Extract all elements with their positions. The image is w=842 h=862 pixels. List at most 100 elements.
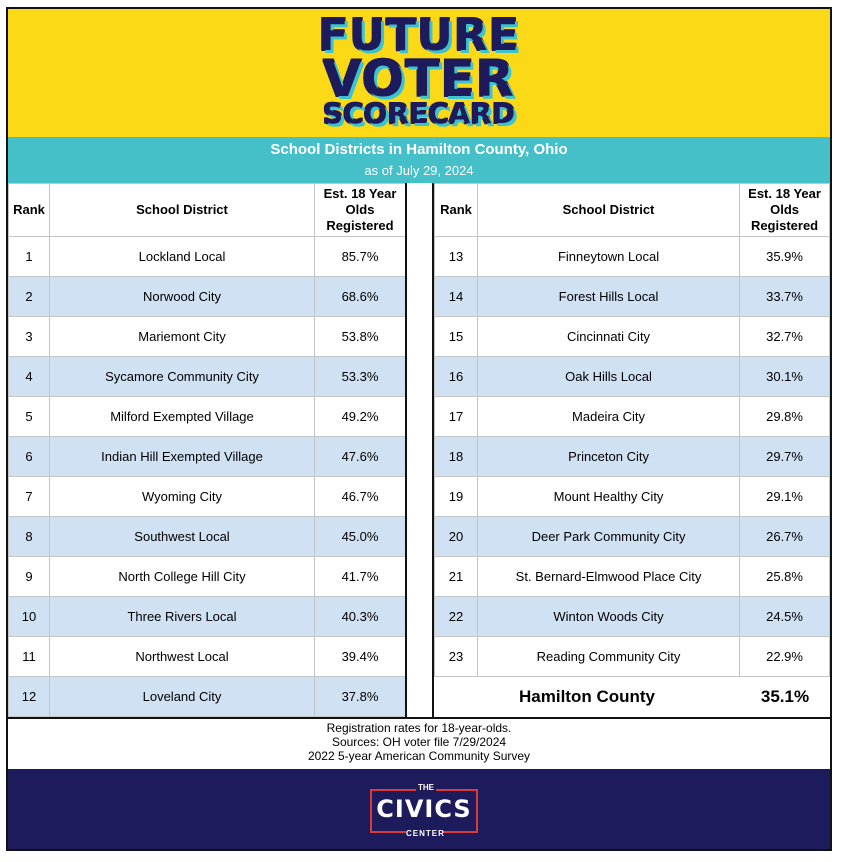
rank-cell: 16 — [434, 356, 478, 397]
civics-center-logo: THE CIVICS CENTER — [370, 783, 478, 838]
table-row: 5 Milford Exempted Village 49.2% — [8, 396, 406, 437]
scorecard: FUTURE VOTER SCORECARD School Districts … — [6, 7, 832, 851]
rate-cell: 30.1% — [739, 356, 830, 397]
table-row: 13 Finneytown Local 35.9% — [434, 236, 830, 277]
logo-the: THE — [416, 783, 436, 792]
table-row: 18 Princeton City 29.7% — [434, 436, 830, 477]
rank-cell: 20 — [434, 516, 478, 557]
left-table: Rank School District Est. 18 Year Olds R… — [8, 183, 406, 717]
district-cell: Wyoming City — [49, 476, 315, 517]
rank-cell: 9 — [8, 556, 50, 597]
right-table-body: 13 Finneytown Local 35.9% 14 Forest Hills Lo… — [434, 236, 830, 677]
district-cell: Cincinnati City — [476, 316, 741, 357]
table-row: 14 Forest Hills Local 33.7% — [434, 276, 830, 317]
table-row: 3 Mariemont City 53.8% — [8, 316, 406, 357]
left-header-row: Rank School District Est. 18 Year Olds R… — [8, 183, 406, 237]
rate-cell: 39.4% — [314, 636, 406, 677]
rate-cell: 33.7% — [739, 276, 830, 317]
district-cell: Winton Woods City — [476, 596, 741, 637]
district-cell: Indian Hill Exempted Village — [49, 436, 315, 477]
district-cell: Finneytown Local — [476, 236, 741, 277]
rate-cell: 85.7% — [314, 236, 406, 277]
rank-cell: 10 — [8, 596, 50, 637]
rank-cell: 11 — [8, 636, 50, 677]
rate-cell: 29.8% — [739, 396, 830, 437]
logo-center: CENTER — [406, 829, 445, 838]
table-row: 17 Madeira City 29.8% — [434, 396, 830, 437]
rank-cell: 7 — [8, 476, 50, 517]
subtitle: School Districts in Hamilton County, Ohi… — [270, 141, 568, 158]
rank-cell: 19 — [434, 476, 478, 517]
rank-cell: 18 — [434, 436, 478, 477]
table-row: 1 Lockland Local 85.7% — [8, 236, 406, 277]
rank-cell: 12 — [8, 676, 50, 717]
rate-cell: 53.3% — [314, 356, 406, 397]
rate-cell: 45.0% — [314, 516, 406, 557]
table-divider — [405, 183, 434, 717]
table-row: 8 Southwest Local 45.0% — [8, 516, 406, 557]
right-header-row: Rank School District Est. 18 Year Olds R… — [434, 183, 830, 237]
district-cell: Reading Community City — [476, 636, 741, 677]
title-banner: FUTURE VOTER SCORECARD — [8, 9, 830, 137]
rank-cell: 23 — [434, 636, 478, 677]
rate-cell: 53.8% — [314, 316, 406, 357]
district-cell: Southwest Local — [49, 516, 315, 557]
district-cell: Three Rivers Local — [49, 596, 315, 637]
rate-cell: 35.9% — [739, 236, 830, 277]
pct-header: Est. 18 Year Olds Registered — [314, 183, 406, 237]
rank-cell: 6 — [8, 436, 50, 477]
district-cell: Forest Hills Local — [476, 276, 741, 317]
right-table: Rank School District Est. 18 Year Olds R… — [434, 183, 830, 677]
note-line-2: Sources: OH voter file 7/29/2024 — [331, 735, 507, 749]
rank-cell: 3 — [8, 316, 50, 357]
rate-cell: 26.7% — [739, 516, 830, 557]
rate-cell: 22.9% — [739, 636, 830, 677]
rank-cell: 14 — [434, 276, 478, 317]
table-row: 10 Three Rivers Local 40.3% — [8, 596, 406, 637]
rank-cell: 1 — [8, 236, 50, 277]
table-row: 9 North College Hill City 41.7% — [8, 556, 406, 597]
district-cell: Lockland Local — [49, 236, 315, 277]
district-cell: Norwood City — [49, 276, 315, 317]
district-cell: Sycamore Community City — [49, 356, 315, 397]
footer: THE CIVICS CENTER — [8, 769, 830, 849]
rank-header: Rank — [8, 183, 50, 237]
rate-cell: 47.6% — [314, 436, 406, 477]
rate-cell: 29.1% — [739, 476, 830, 517]
district-cell: Northwest Local — [49, 636, 315, 677]
district-cell: Madeira City — [476, 396, 741, 437]
logo-civics: CIVICS — [376, 795, 472, 823]
notes: Registration rates for 18-year-olds. Sou… — [8, 717, 830, 769]
table-row: 7 Wyoming City 46.7% — [8, 476, 406, 517]
district-cell: Oak Hills Local — [476, 356, 741, 397]
district-cell: Mount Healthy City — [476, 476, 741, 517]
county-name: Hamilton County — [519, 687, 655, 706]
left-table-body: 1 Lockland Local 85.7% 2 Norwood City 68.6% 3 M… — [8, 236, 406, 717]
table-row: 4 Sycamore Community City 53.3% — [8, 356, 406, 397]
table-row: 19 Mount Healthy City 29.1% — [434, 476, 830, 517]
rate-cell: 46.7% — [314, 476, 406, 517]
rank-cell: 2 — [8, 276, 50, 317]
rank-cell: 17 — [434, 396, 478, 437]
title-line-3: SCORECARD — [322, 97, 516, 130]
district-cell: Deer Park Community City — [476, 516, 741, 557]
title-line-1: FUTURE — [318, 10, 520, 61]
table-row: 21 St. Bernard-Elmwood Place City 25.8% — [434, 556, 830, 597]
district-cell: North College Hill City — [49, 556, 315, 597]
pct-header: Est. 18 Year Olds Registered — [739, 183, 830, 237]
rate-cell: 29.7% — [739, 436, 830, 477]
rate-cell: 25.8% — [739, 556, 830, 597]
table-row: 2 Norwood City 68.6% — [8, 276, 406, 317]
table-row: 12 Loveland City 37.8% — [8, 676, 406, 717]
district-cell: Princeton City — [476, 436, 741, 477]
note-line-3: 2022 5-year American Community Survey — [307, 749, 531, 763]
rank-cell: 4 — [8, 356, 50, 397]
rank-header: Rank — [434, 183, 478, 237]
rate-cell: 37.8% — [314, 676, 406, 717]
table-row: 16 Oak Hills Local 30.1% — [434, 356, 830, 397]
district-cell: Milford Exempted Village — [49, 396, 315, 437]
rate-cell: 49.2% — [314, 396, 406, 437]
district-cell: St. Bernard-Elmwood Place City — [476, 556, 741, 597]
district-header: School District — [49, 183, 315, 237]
rate-cell: 68.6% — [314, 276, 406, 317]
